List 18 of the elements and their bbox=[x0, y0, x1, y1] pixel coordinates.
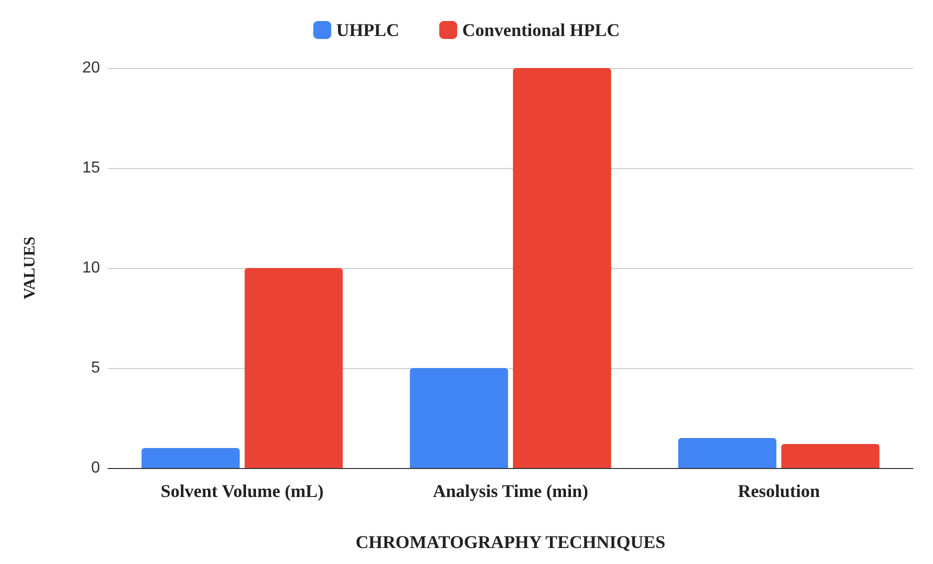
bar bbox=[244, 268, 343, 468]
bar bbox=[781, 444, 880, 468]
x-tick-label: Analysis Time (min) bbox=[432, 481, 588, 501]
bar bbox=[512, 68, 612, 468]
x-tick-label: Solvent Volume (mL) bbox=[160, 481, 324, 501]
bar bbox=[142, 448, 240, 468]
y-axis-title: VALUES bbox=[22, 236, 38, 300]
bar bbox=[678, 438, 776, 468]
x-axis-title: CHROMATOGRAPHY TECHNIQUES bbox=[356, 532, 666, 552]
legend-label: Conventional HPLC bbox=[462, 20, 620, 40]
y-tick-label: 5 bbox=[91, 360, 100, 376]
x-tick-label: Resolution bbox=[738, 481, 820, 501]
y-tick-label: 10 bbox=[82, 260, 100, 276]
legend-label: UHPLC bbox=[336, 20, 400, 40]
y-tick-label: 0 bbox=[91, 460, 100, 476]
y-tick-label: 15 bbox=[82, 160, 100, 176]
bar bbox=[410, 368, 508, 468]
y-tick-label: 20 bbox=[82, 60, 100, 76]
